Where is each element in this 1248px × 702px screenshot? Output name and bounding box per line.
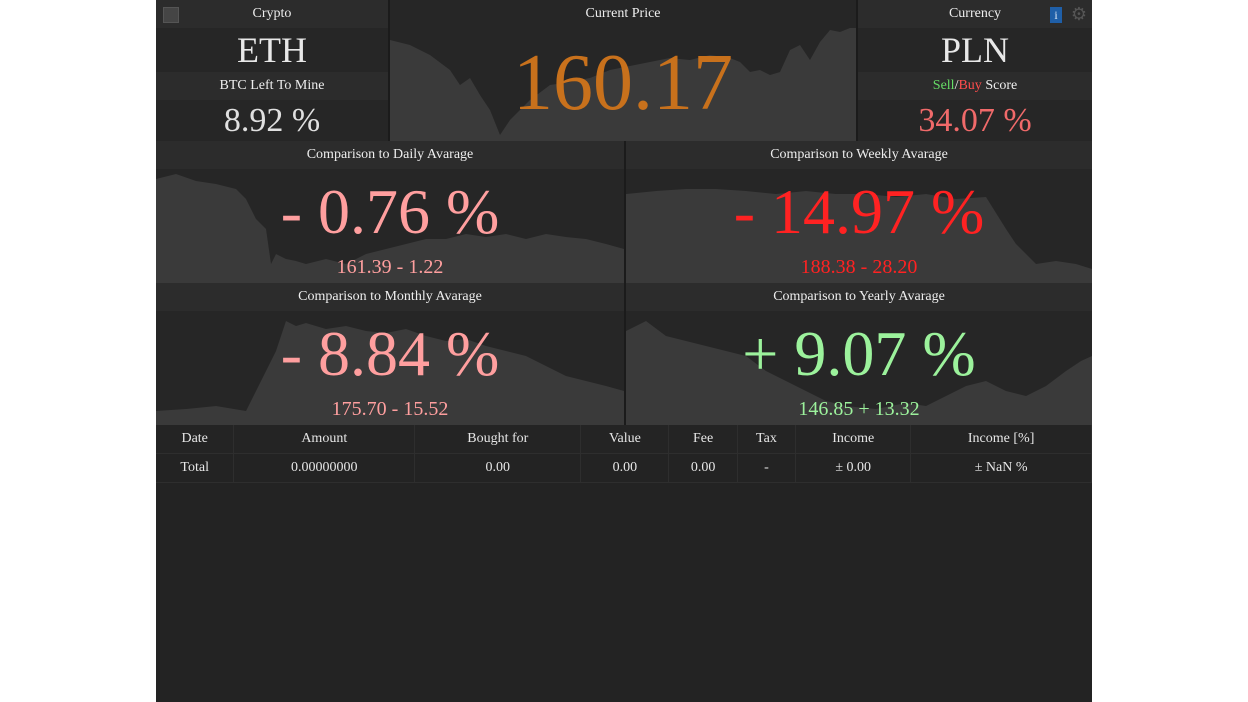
currency-label: Currency xyxy=(948,6,1002,21)
score-word: Score xyxy=(985,78,1018,93)
monthly-label: Comparison to Monthly Avarage xyxy=(298,289,482,304)
monthly-percent: - 8.84 % xyxy=(280,318,500,389)
score-cell: 34.07 % xyxy=(858,100,1092,141)
total-date-cell: Total xyxy=(156,453,235,483)
column-header-amount[interactable]: Amount xyxy=(233,425,416,454)
column-header-value[interactable]: Value xyxy=(580,425,670,454)
score-header: Sell/Buy Score xyxy=(858,72,1092,100)
yearly-sparkline xyxy=(626,321,1092,425)
weekly-detail: 188.38 - 28.20 xyxy=(800,256,918,278)
total-fee-cell: 0.00 xyxy=(668,453,738,483)
total-value-cell: 0.00 xyxy=(580,453,670,483)
yearly-detail: 146.85 + 13.32 xyxy=(798,398,920,420)
yearly-label: Comparison to Yearly Avarage xyxy=(773,289,945,304)
total-income-percent-cell: ± NaN % xyxy=(910,453,1092,483)
weekly-sparkline xyxy=(626,189,1092,283)
daily-panel: - 0.76 % 161.39 - 1.22 xyxy=(156,169,624,283)
monthly-header: Comparison to Monthly Avarage xyxy=(156,283,624,311)
daily-detail: 161.39 - 1.22 xyxy=(336,256,444,278)
daily-label: Comparison to Daily Avarage xyxy=(306,147,474,162)
price-sparkline xyxy=(390,28,856,141)
currency-value: PLN xyxy=(940,30,1009,70)
monthly-sparkline xyxy=(156,321,624,425)
weekly-panel: - 14.97 % 188.38 - 28.20 xyxy=(626,169,1092,283)
yearly-header: Comparison to Yearly Avarage xyxy=(626,283,1092,311)
column-header-income-percent[interactable]: Income [%] xyxy=(910,425,1092,454)
btc-left-value: 8.92 % xyxy=(223,102,321,139)
yearly-percent: + 9.07 % xyxy=(742,318,976,389)
crypto-header: Crypto xyxy=(156,0,388,28)
weekly-percent: - 14.97 % xyxy=(733,176,985,247)
divider xyxy=(856,0,858,141)
total-bought-for-cell: 0.00 xyxy=(414,453,582,483)
total-tax-cell: - xyxy=(737,453,797,483)
table-row-total: Total 0.00000000 0.00 0.00 0.00 - ± 0.00… xyxy=(156,453,1092,483)
column-header-date[interactable]: Date xyxy=(156,425,235,454)
crypto-value: ETH xyxy=(237,30,307,70)
price-header: Current Price xyxy=(390,0,856,28)
crypto-value-cell[interactable]: ETH xyxy=(156,28,388,72)
score-value: 34.07 % xyxy=(918,102,1032,139)
total-amount-cell: 0.00000000 xyxy=(233,453,416,483)
yearly-panel: + 9.07 % 146.85 + 13.32 xyxy=(626,311,1092,425)
transactions-table: Date Amount Bought for Value Fee Tax Inc… xyxy=(156,425,1092,483)
price-label: Current Price xyxy=(585,6,661,21)
square-icon[interactable] xyxy=(163,7,179,23)
current-price-panel: Current Price 160.17 xyxy=(390,0,856,141)
total-income-cell: ± 0.00 xyxy=(795,453,912,483)
divider xyxy=(388,0,390,141)
score-sell-label: Sell xyxy=(932,78,955,93)
gear-icon[interactable]: ⚙ xyxy=(1070,4,1088,24)
btc-left-cell: 8.92 % xyxy=(156,100,388,141)
info-icon[interactable]: i xyxy=(1050,7,1062,23)
dashboard: Crypto ETH BTC Left To Mine 8.92 % Curre… xyxy=(156,0,1092,702)
daily-header: Comparison to Daily Avarage xyxy=(156,141,624,169)
crypto-label: Crypto xyxy=(252,6,292,21)
divider xyxy=(624,141,626,425)
table-header-row: Date Amount Bought for Value Fee Tax Inc… xyxy=(156,425,1092,454)
score-separator: / xyxy=(954,78,959,93)
column-header-income[interactable]: Income xyxy=(795,425,912,454)
column-header-fee[interactable]: Fee xyxy=(668,425,738,454)
weekly-header: Comparison to Weekly Avarage xyxy=(626,141,1092,169)
monthly-detail: 175.70 - 15.52 xyxy=(331,398,449,420)
currency-value-cell[interactable]: PLN xyxy=(858,28,1092,72)
score-buy-label: Buy xyxy=(958,78,982,93)
btc-left-label: BTC Left To Mine xyxy=(219,78,325,93)
column-header-bought-for[interactable]: Bought for xyxy=(414,425,582,454)
current-price-value: 160.17 xyxy=(513,39,733,127)
daily-sparkline xyxy=(156,174,624,283)
column-header-tax[interactable]: Tax xyxy=(737,425,797,454)
daily-percent: - 0.76 % xyxy=(280,176,500,247)
btc-left-header: BTC Left To Mine xyxy=(156,72,388,100)
monthly-panel: - 8.84 % 175.70 - 15.52 xyxy=(156,311,624,425)
weekly-label: Comparison to Weekly Avarage xyxy=(770,147,948,162)
